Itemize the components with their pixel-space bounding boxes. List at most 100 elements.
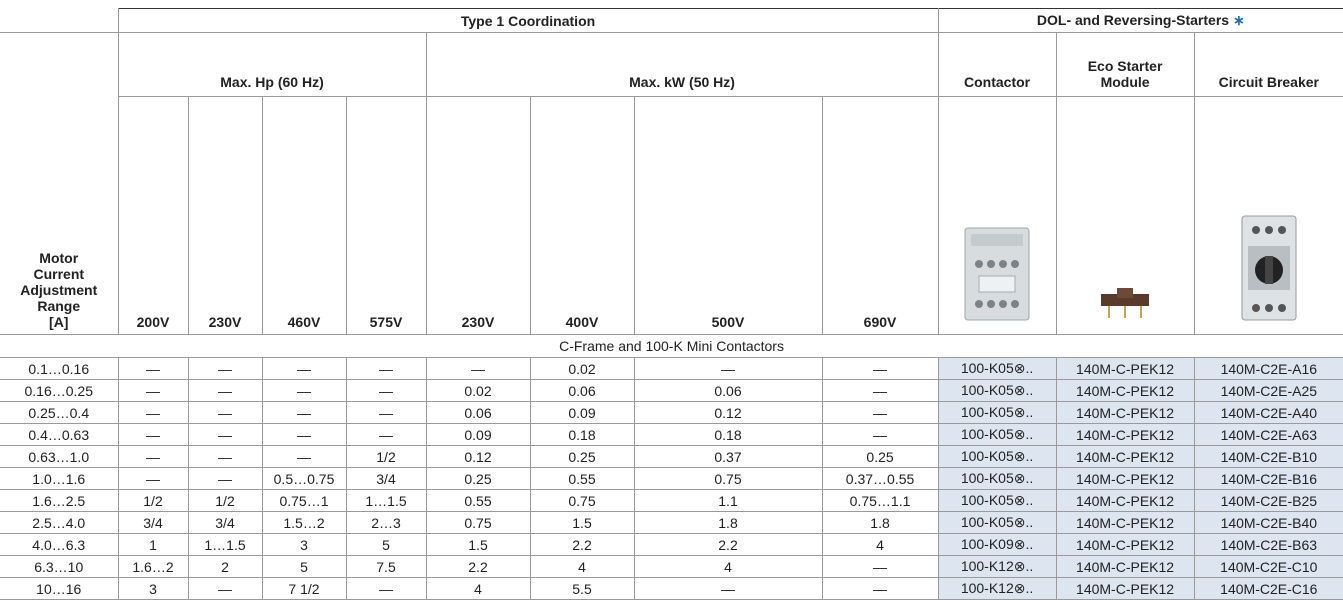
group-header: DOL- and Reversing-Starters ∗ [937,8,1343,33]
catalog-number: 140M-C2E-C16 [1193,577,1343,600]
catalog-number: 100-K05⊗.. [937,379,1057,402]
table-cell: — [261,379,347,402]
catalog-number: 140M-C2E-A25 [1193,379,1343,402]
header-line: Eco Starter [1087,58,1163,74]
table-cell: 1.6…2 [117,555,189,578]
catalog-number: 100-K09⊗.. [937,533,1057,556]
blank-cell [0,8,119,33]
table-cell: 1.8 [821,511,939,534]
table-cell: 1…1.5 [187,533,263,556]
table-cell: 0.25 [425,467,531,490]
table-cell: 0.55 [529,467,635,490]
catalog-number: 140M-C-PEK12 [1055,577,1195,600]
blank-cell [0,32,119,97]
table-cell: 1.0…1.6 [0,467,119,490]
table-cell: 0.25…0.4 [0,401,119,424]
table-cell: 2.2 [529,533,635,556]
table-cell: 1/2 [345,445,427,468]
table-cell: 0.75 [633,467,823,490]
column-header: Eco Starter Module [1055,32,1195,97]
table-cell: 0.09 [529,401,635,424]
page: Type 1 Coordination DOL- and Reversing-S… [0,8,1343,600]
table-cell: 3 [261,533,347,556]
catalog-number: 140M-C-PEK12 [1055,489,1195,512]
table-cell: 0.09 [425,423,531,446]
table-cell: 1.8 [633,511,823,534]
group-header: Type 1 Coordination [117,8,939,33]
table-cell: — [261,423,347,446]
table-cell: — [345,401,427,424]
table-cell: — [187,357,263,380]
catalog-number: 100-K05⊗.. [937,401,1057,424]
table-cell: — [261,357,347,380]
table-cell: 1/2 [187,489,263,512]
catalog-number: 100-K05⊗.. [937,445,1057,468]
catalog-number: 100-K12⊗.. [937,555,1057,578]
catalog-number: 100-K05⊗.. [937,511,1057,534]
table-cell: 3/4 [345,467,427,490]
table-cell: — [345,379,427,402]
group-title: DOL- and Reversing-Starters [1036,12,1230,28]
catalog-number: 100-K05⊗.. [937,489,1057,512]
data-row: 0.25…0.4— — — —0.06 0.09 0.12—100-K05⊗.. 140M-… [0,401,1343,424]
table-cell: 1.5 [529,511,635,534]
table-cell: 5.5 [529,577,635,600]
product-image [937,96,1057,335]
catalog-number: 140M-C2E-B63 [1193,533,1343,556]
table-cell: 0.37 [633,445,823,468]
catalog-number: 100-K12⊗.. [937,577,1057,600]
table-cell: — [187,577,263,600]
table-cell: 3/4 [187,511,263,534]
table-cell: 1…1.5 [345,489,427,512]
table-cell: 0.75 [529,489,635,512]
data-row: 0.1…0.16— — — — —0.02— —100-K05⊗.. 140M-C-PEK1… [0,357,1343,380]
header-line: Adjustment [20,282,98,298]
data-row: 1.0…1.6— —0.5…0.75 3/4 0.25 0.55 0.75 0.37…0.5… [0,467,1343,490]
catalog-number: 140M-C-PEK12 [1055,555,1195,578]
product-image [1055,96,1195,335]
catalog-number: 140M-C2E-B16 [1193,467,1343,490]
row-label-header: Motor Current Adjustment Range [A] [0,96,119,335]
column-header: 460V [261,96,347,335]
table-cell: 0.37…0.55 [821,467,939,490]
table-cell: 3/4 [117,511,189,534]
column-header: 230V [425,96,531,335]
table-cell: 6.3…10 [0,555,119,578]
header-line: [A] [49,314,69,330]
catalog-number: 140M-C-PEK12 [1055,379,1195,402]
table-cell: 2.2 [425,555,531,578]
column-header: 400V [529,96,635,335]
header-line: Range [37,298,81,314]
catalog-number: 140M-C2E-B10 [1193,445,1343,468]
table-cell: 0.75…1.1 [821,489,939,512]
table-cell: 0.55 [425,489,531,512]
catalog-number: 140M-C-PEK12 [1055,511,1195,534]
table-cell: 1 [117,533,189,556]
column-header: 200V [117,96,189,335]
catalog-number: 140M-C-PEK12 [1055,467,1195,490]
column-header: Contactor [937,32,1057,97]
table-cell: 0.06 [633,379,823,402]
catalog-number: 140M-C2E-C10 [1193,555,1343,578]
data-row: 0.63…1.0— — —1/2 0.12 0.25 0.37 0.25 100-K05⊗..… [0,445,1343,468]
table-cell: — [425,357,531,380]
table-cell: — [821,423,939,446]
table-cell: — [821,379,939,402]
catalog-number: 100-K05⊗.. [937,357,1057,380]
table-cell: 0.25 [821,445,939,468]
table-cell: 0.18 [633,423,823,446]
table-cell: 4 [425,577,531,600]
table-cell: 4 [633,555,823,578]
column-header: Circuit Breaker [1193,32,1343,97]
table-cell: 7.5 [345,555,427,578]
table-cell: 1/2 [117,489,189,512]
table-cell: 2.2 [633,533,823,556]
table-cell: 2.5…4.0 [0,511,119,534]
data-row: 0.16…0.25— — — —0.02 0.06 0.06—100-K05⊗.. 140M… [0,379,1343,402]
table-cell: — [117,401,189,424]
table-cell: 0.18 [529,423,635,446]
table-cell: — [117,379,189,402]
table-cell: 0.02 [425,379,531,402]
table-cell: 2 [187,555,263,578]
data-row: 1.6…2.5 1/2 1/2 0.75…1 1…1.5 0.55 0.75 1.1 0.75…… [0,489,1343,512]
